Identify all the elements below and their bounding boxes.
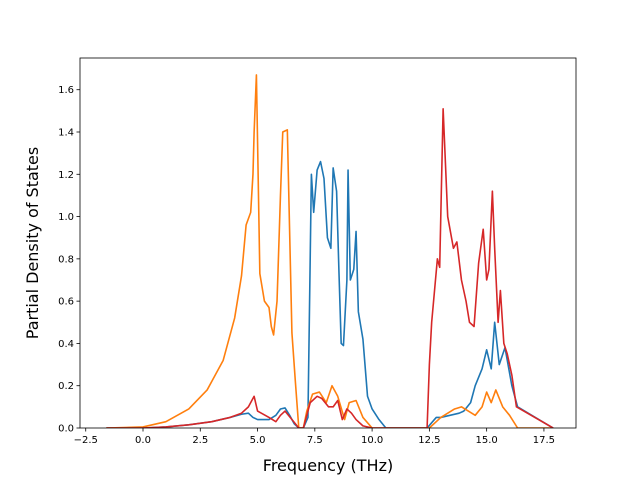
- y-tick-label: 1.6: [58, 85, 74, 96]
- y-tick-label: 1.4: [58, 128, 74, 139]
- x-tick-label: 17.5: [533, 435, 555, 446]
- series-lines: [106, 74, 554, 428]
- y-axis-label: Partial Density of States: [23, 147, 42, 339]
- x-axis-ticks: −2.5 0.0 2.5 5.0 7.5 10.0 12.5 15.0 17.5: [74, 428, 555, 446]
- x-tick-label: 0.0: [135, 435, 151, 446]
- axes-frame: [79, 57, 577, 429]
- y-tick-label: 0.4: [58, 339, 74, 350]
- y-tick-label: 0.6: [58, 297, 74, 308]
- x-tick-label: 10.0: [361, 435, 383, 446]
- series-line-1: [106, 160, 554, 428]
- plot-area: [79, 57, 577, 429]
- series-line-3: [106, 107, 554, 428]
- series-line-2: [106, 74, 554, 428]
- x-tick-label: 12.5: [418, 435, 440, 446]
- y-tick-label: 1.2: [58, 170, 74, 181]
- x-tick-label: −2.5: [74, 435, 98, 446]
- x-axis-label: Frequency (THz): [263, 456, 393, 475]
- y-tick-label: 0.8: [58, 254, 74, 265]
- y-tick-label: 1.0: [58, 212, 74, 223]
- y-axis-ticks: 0.0 0.2 0.4 0.6 0.8 1.0 1.2 1.4 1.6: [58, 85, 80, 435]
- x-tick-label: 5.0: [250, 435, 266, 446]
- x-tick-label: 2.5: [192, 435, 208, 446]
- x-tick-label: 15.0: [476, 435, 498, 446]
- y-tick-label: 0.2: [58, 381, 74, 392]
- y-tick-label: 0.0: [58, 424, 74, 435]
- x-tick-label: 7.5: [307, 435, 323, 446]
